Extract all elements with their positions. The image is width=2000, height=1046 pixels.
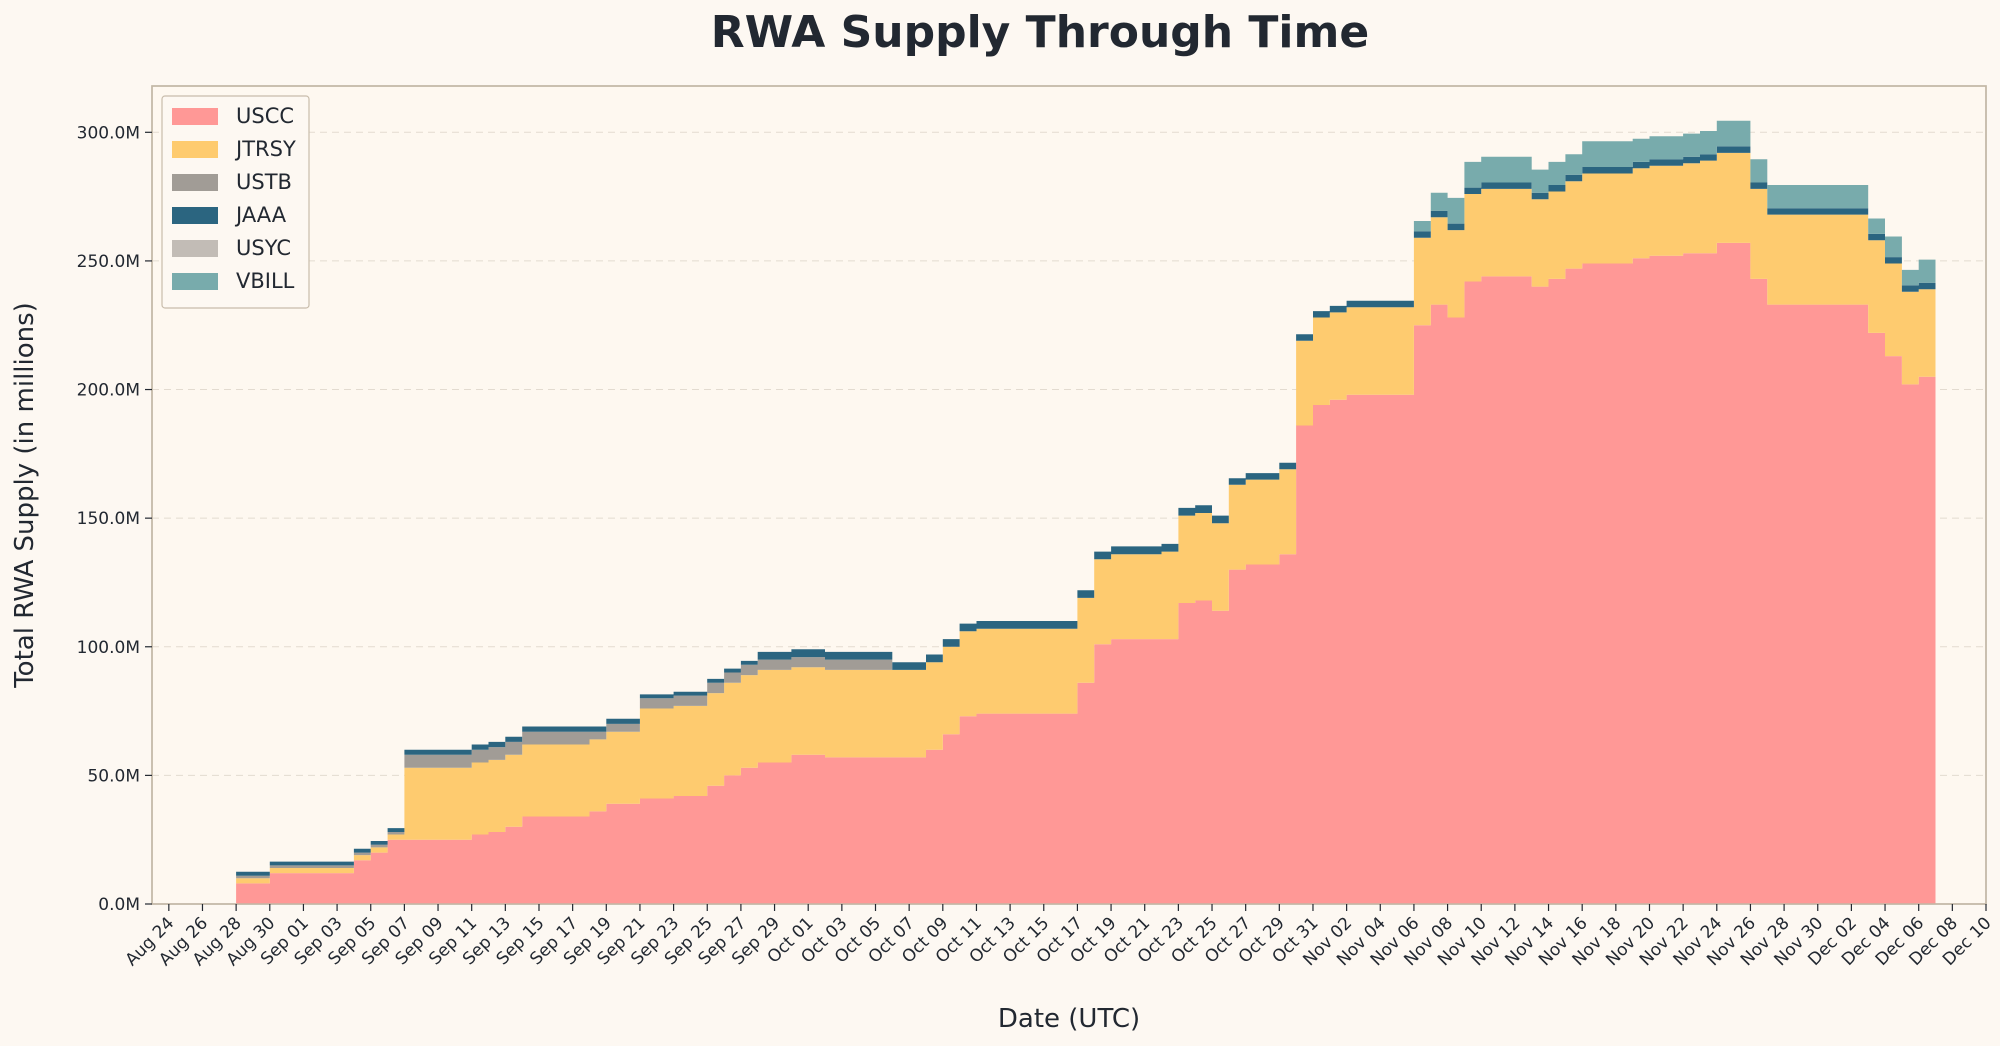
legend-swatch-jtrsy: [172, 141, 218, 158]
y-tick-label: 200.0M: [77, 381, 140, 401]
y-tick-label: 50.0M: [87, 766, 140, 786]
legend-label-uscc: USCC: [236, 104, 294, 128]
area-uscc: [236, 242, 1936, 904]
legend: USCC JTRSY USTB JAAA USYC VBILL: [161, 95, 310, 309]
y-axis-label: Total RWA Supply (in millions): [10, 302, 40, 689]
stacked-areas: [236, 120, 1936, 904]
y-axis: 0.0M 50.0M 100.0M 150.0M 200.0M 250.0M 300.0M: [77, 123, 152, 915]
x-axis-label: Date (UTC): [998, 1004, 1140, 1034]
y-tick-label: 300.0M: [77, 123, 140, 143]
y-tick-label: 100.0M: [77, 638, 140, 658]
legend-swatch-usyc: [172, 240, 218, 257]
legend-label-usyc: USYC: [236, 236, 291, 260]
legend-swatch-jaaa: [172, 207, 218, 224]
y-tick-label: 250.0M: [77, 252, 140, 272]
legend-label-ustb: USTB: [236, 170, 292, 194]
legend-swatch-vbill: [172, 273, 218, 290]
legend-label-jtrsy: JTRSY: [234, 137, 296, 161]
legend-swatch-ustb: [172, 174, 218, 191]
legend-label-jaaa: JAAA: [234, 203, 287, 227]
chart-title: RWA Supply Through Time: [711, 7, 1369, 58]
legend-swatch-uscc: [172, 108, 218, 125]
plot-frame: [151, 85, 1987, 905]
area-jtrsy: [236, 152, 1936, 904]
y-tick-label: 0.0M: [98, 895, 140, 915]
y-tick-label: 150.0M: [77, 509, 140, 529]
legend-label-vbill: VBILL: [236, 269, 295, 293]
